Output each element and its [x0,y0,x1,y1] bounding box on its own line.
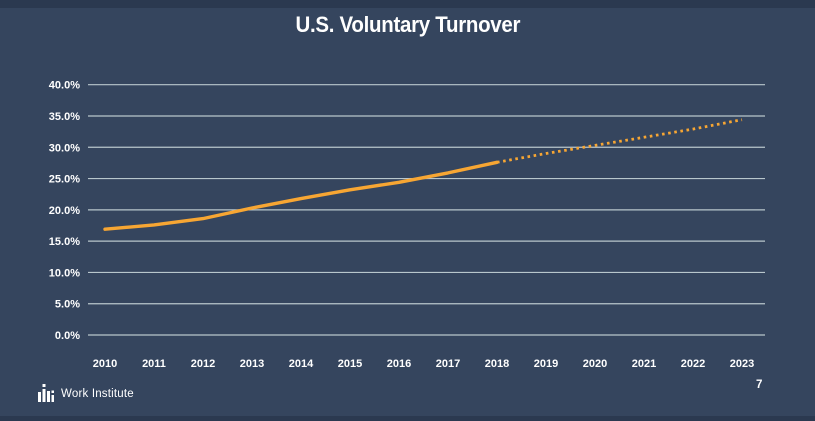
y-axis-tick-label: 10.0% [49,267,80,279]
x-axis-year-label: 2010 [93,358,117,370]
bar-chart-logo-icon [38,384,54,402]
logo-text: Work Institute [61,387,134,400]
x-axis-year-label: 2011 [142,358,166,370]
x-axis-year-label: 2023 [730,358,754,370]
slide-background [0,8,815,416]
y-axis-tick-label: 35.0% [49,111,80,123]
actual-turnover-line [103,160,499,231]
x-axis-year-label: 2014 [289,358,314,370]
y-axis-tick-label: 0.0% [55,330,80,342]
y-axis-tick-label: 20.0% [49,205,80,217]
x-axis-year-label: 2015 [338,358,362,370]
x-axis-year-label: 2017 [436,358,460,370]
projected-turnover-line [496,118,743,164]
y-axis-tick-label: 5.0% [55,299,80,311]
y-axis-tick-label: 15.0% [49,236,80,248]
x-axis-year-label: 2019 [534,358,558,370]
work-institute-logo: Work Institute [38,384,134,403]
page-title: U.S. Voluntary Turnover [295,12,520,37]
x-axis-year-label: 2018 [485,358,509,370]
x-axis-year-label: 2022 [681,358,705,370]
x-axis-year-label: 2021 [632,358,656,370]
page-number: 7 [756,379,763,391]
y-axis-tick-label: 40.0% [49,80,80,92]
x-axis-year-label: 2012 [191,358,215,370]
x-axis-year-label: 2016 [387,358,411,370]
x-axis-year-label: 2020 [583,358,607,370]
chart-title-container: U.S. Voluntary Turnover [0,12,815,38]
y-axis-tick-label: 25.0% [49,174,80,186]
y-axis-tick-label: 30.0% [49,142,80,154]
x-axis-year-label: 2013 [240,358,264,370]
